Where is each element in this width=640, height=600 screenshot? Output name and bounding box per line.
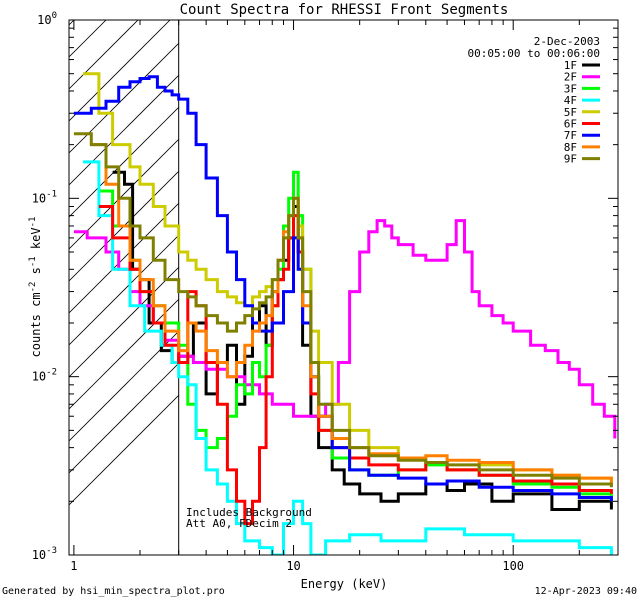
annotation-background: Includes Background <box>186 506 312 519</box>
legend-label-6F: 6F <box>564 118 577 131</box>
hatch-line <box>69 267 179 378</box>
legend-label-2F: 2F <box>564 71 577 84</box>
hatch-line <box>69 20 107 58</box>
x-tick-label: 1 <box>70 559 77 573</box>
y-tick-label: 10-1 <box>32 189 57 205</box>
legend-label-5F: 5F <box>564 106 577 119</box>
y-label-exp-1: -2 <box>28 282 38 293</box>
y-label-exp-3: -1 <box>28 217 38 228</box>
date-label: 2-Dec-2003 <box>534 35 600 48</box>
time-range-label: 00:05:00 to 00:06:00 <box>468 47 600 60</box>
hatch-line <box>69 235 179 346</box>
hatch-line <box>69 395 179 506</box>
plot-frame <box>68 19 619 556</box>
hatch-line <box>69 363 179 474</box>
legend-label-8F: 8F <box>564 141 577 154</box>
series-line-3F <box>98 170 613 502</box>
y-tick-base: 10 <box>32 548 46 562</box>
y-tick-label: 10-3 <box>32 546 57 562</box>
hatch-line <box>69 20 171 122</box>
hatch-line <box>69 299 179 410</box>
y-axis-label: counts cm-2 s-1 keV-1 <box>28 217 43 358</box>
y-tick-base: 10 <box>32 370 46 384</box>
hatch-line <box>69 20 139 90</box>
series-line-8F <box>91 143 613 484</box>
series-line-2F <box>73 219 617 439</box>
legend-label-1F: 1F <box>564 59 577 72</box>
legend-label-7F: 7F <box>564 129 577 142</box>
series-line-5F <box>83 72 613 481</box>
footer-generated-by: Generated by hsi_min_spectra_plot.pro <box>2 586 225 597</box>
y-label-part-2: s <box>29 267 43 281</box>
hatch-line <box>69 107 179 218</box>
legend-label-9F: 9F <box>564 153 577 166</box>
y-tick-exponent: -1 <box>46 189 57 199</box>
annotation-attenuator: Att A0, FDecim 2 <box>186 517 292 530</box>
y-label-exp-2: -1 <box>28 256 38 267</box>
x-axis-ticks: 1 10 100 <box>70 20 619 573</box>
chart-title: Count Spectra for RHESSI Front Segments <box>180 2 509 18</box>
y-tick-base: 10 <box>37 13 51 27</box>
x-axis-label: Energy (keV) <box>301 577 388 591</box>
y-label-part-3: keV <box>29 227 43 256</box>
hatch-line <box>69 43 179 154</box>
y-tick-label: 10-2 <box>32 368 57 384</box>
y-tick-exponent: -3 <box>46 546 57 556</box>
hatch-line <box>69 75 179 186</box>
attenuator-hatch-region <box>69 20 180 555</box>
legend-label-3F: 3F <box>564 82 577 95</box>
series-line-9F <box>73 132 613 488</box>
legend-label-4F: 4F <box>564 94 577 107</box>
y-label-part-1: counts cm <box>29 292 43 357</box>
footer-timestamp: 12-Apr-2023 09:40 <box>535 586 637 597</box>
hatch-line <box>69 203 179 314</box>
y-tick-label: 100 <box>37 11 57 27</box>
spectra-series-layer <box>73 72 617 555</box>
y-tick-exponent: 0 <box>52 11 57 21</box>
x-tick-label: 10 <box>286 559 300 573</box>
y-tick-exponent: -2 <box>46 368 57 378</box>
x-tick-label: 100 <box>502 559 524 573</box>
y-tick-base: 10 <box>32 191 46 205</box>
series-line-4F <box>83 160 613 555</box>
hatch-line <box>69 20 75 26</box>
